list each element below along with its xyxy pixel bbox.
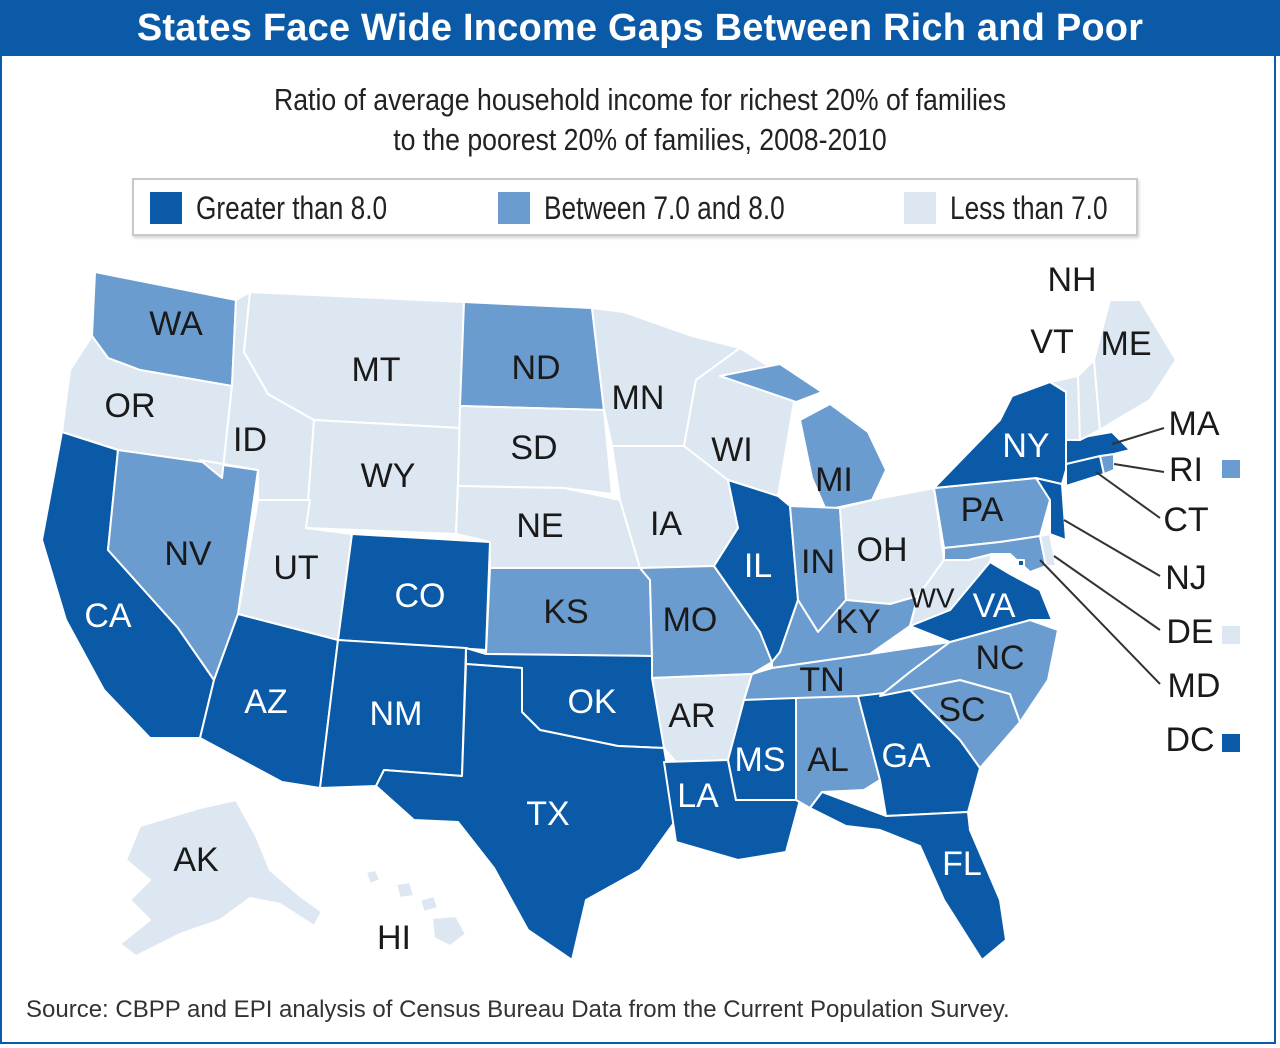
label-ia: IA: [650, 505, 682, 543]
label-wa: WA: [149, 305, 203, 343]
state-fl: [809, 791, 1007, 961]
label-mt: MT: [351, 351, 400, 389]
legend-swatch-low: [904, 192, 936, 224]
label-fl: FL: [942, 845, 982, 883]
legend-item-high: Greater than 8.0: [150, 190, 429, 226]
label-ky: KY: [835, 603, 880, 641]
source-note: Source: CBPP and EPI analysis of Census …: [26, 996, 1010, 1023]
map-title: States Face Wide Income Gaps Between Ric…: [0, 0, 1280, 56]
label-pa: PA: [961, 491, 1004, 529]
legend-label-mid: Between 7.0 and 8.0: [544, 189, 785, 226]
state-hi: [365, 869, 467, 947]
legend-swatch-high: [150, 192, 182, 224]
label-ne: NE: [516, 507, 563, 545]
legend-item-low: Less than 7.0: [904, 190, 1142, 226]
label-il: IL: [744, 547, 772, 585]
state-labels: WA OR CA NV ID MT WY UT AZ CO NM ND SD N…: [84, 261, 1220, 957]
map-subtitle: Ratio of average household income for ri…: [90, 80, 1191, 160]
state-me: [1093, 299, 1177, 431]
label-oh: OH: [857, 531, 908, 569]
state-mi: [719, 363, 887, 511]
label-mi: MI: [815, 461, 853, 499]
state-ms: [727, 697, 797, 801]
label-or: OR: [105, 387, 156, 425]
label-ct: CT: [1163, 501, 1208, 539]
label-wi: WI: [711, 431, 753, 469]
label-dc: DC: [1165, 721, 1214, 759]
label-nv: NV: [164, 535, 212, 573]
state-vt: [1049, 375, 1081, 441]
legend-label-low: Less than 7.0: [950, 189, 1108, 226]
label-nd: ND: [511, 349, 560, 387]
state-de: [1039, 533, 1057, 567]
label-ny: NY: [1002, 427, 1049, 465]
subtitle-line-1: Ratio of average household income for ri…: [273, 82, 1007, 117]
label-ma: MA: [1169, 405, 1220, 443]
label-al: AL: [807, 741, 849, 779]
label-sd: SD: [510, 429, 557, 467]
label-vt: VT: [1030, 323, 1073, 361]
state-dc: [1017, 559, 1025, 567]
legend-swatch-mid: [498, 192, 530, 224]
label-co: CO: [395, 577, 446, 615]
swatch-ri: [1222, 460, 1240, 478]
label-mo: MO: [663, 601, 718, 639]
legend-label-high: Greater than 8.0: [196, 189, 388, 226]
label-va: VA: [973, 587, 1016, 625]
swatch-de: [1222, 626, 1240, 644]
label-id: ID: [233, 421, 267, 459]
label-wy: WY: [361, 457, 416, 495]
label-nc: NC: [975, 639, 1024, 677]
label-tn: TN: [799, 661, 844, 699]
label-nh: NH: [1047, 261, 1096, 299]
state-nc: [879, 619, 1059, 723]
label-ok: OK: [567, 683, 616, 721]
label-nj: NJ: [1165, 559, 1207, 597]
label-nm: NM: [370, 695, 423, 733]
leader-lines: [1039, 427, 1165, 685]
label-in: IN: [801, 543, 835, 581]
subtitle-line-2: to the poorest 20% of families, 2008-201…: [393, 122, 887, 157]
label-wv: WV: [909, 582, 954, 613]
label-ks: KS: [543, 593, 588, 631]
label-mn: MN: [612, 379, 665, 417]
label-de: DE: [1166, 613, 1213, 651]
label-sc: SC: [938, 691, 985, 729]
legend: Greater than 8.0 Between 7.0 and 8.0 Les…: [132, 178, 1138, 236]
state-sd: [457, 405, 613, 495]
label-ar: AR: [668, 697, 715, 735]
swatch-dc: [1222, 734, 1240, 752]
label-md: MD: [1168, 667, 1221, 705]
label-me: ME: [1101, 325, 1152, 363]
label-ut: UT: [273, 549, 318, 587]
label-hi: HI: [377, 919, 411, 957]
legend-item-mid: Between 7.0 and 8.0: [498, 190, 838, 226]
state-tx: [375, 663, 677, 961]
label-ms: MS: [735, 741, 786, 779]
label-ga: GA: [881, 737, 930, 775]
label-az: AZ: [244, 683, 287, 721]
label-tx: TX: [526, 795, 569, 833]
label-la: LA: [677, 777, 719, 815]
state-ak: [119, 799, 323, 957]
label-ca: CA: [84, 597, 132, 635]
label-ak: AK: [173, 841, 219, 879]
label-ri: RI: [1169, 451, 1203, 489]
